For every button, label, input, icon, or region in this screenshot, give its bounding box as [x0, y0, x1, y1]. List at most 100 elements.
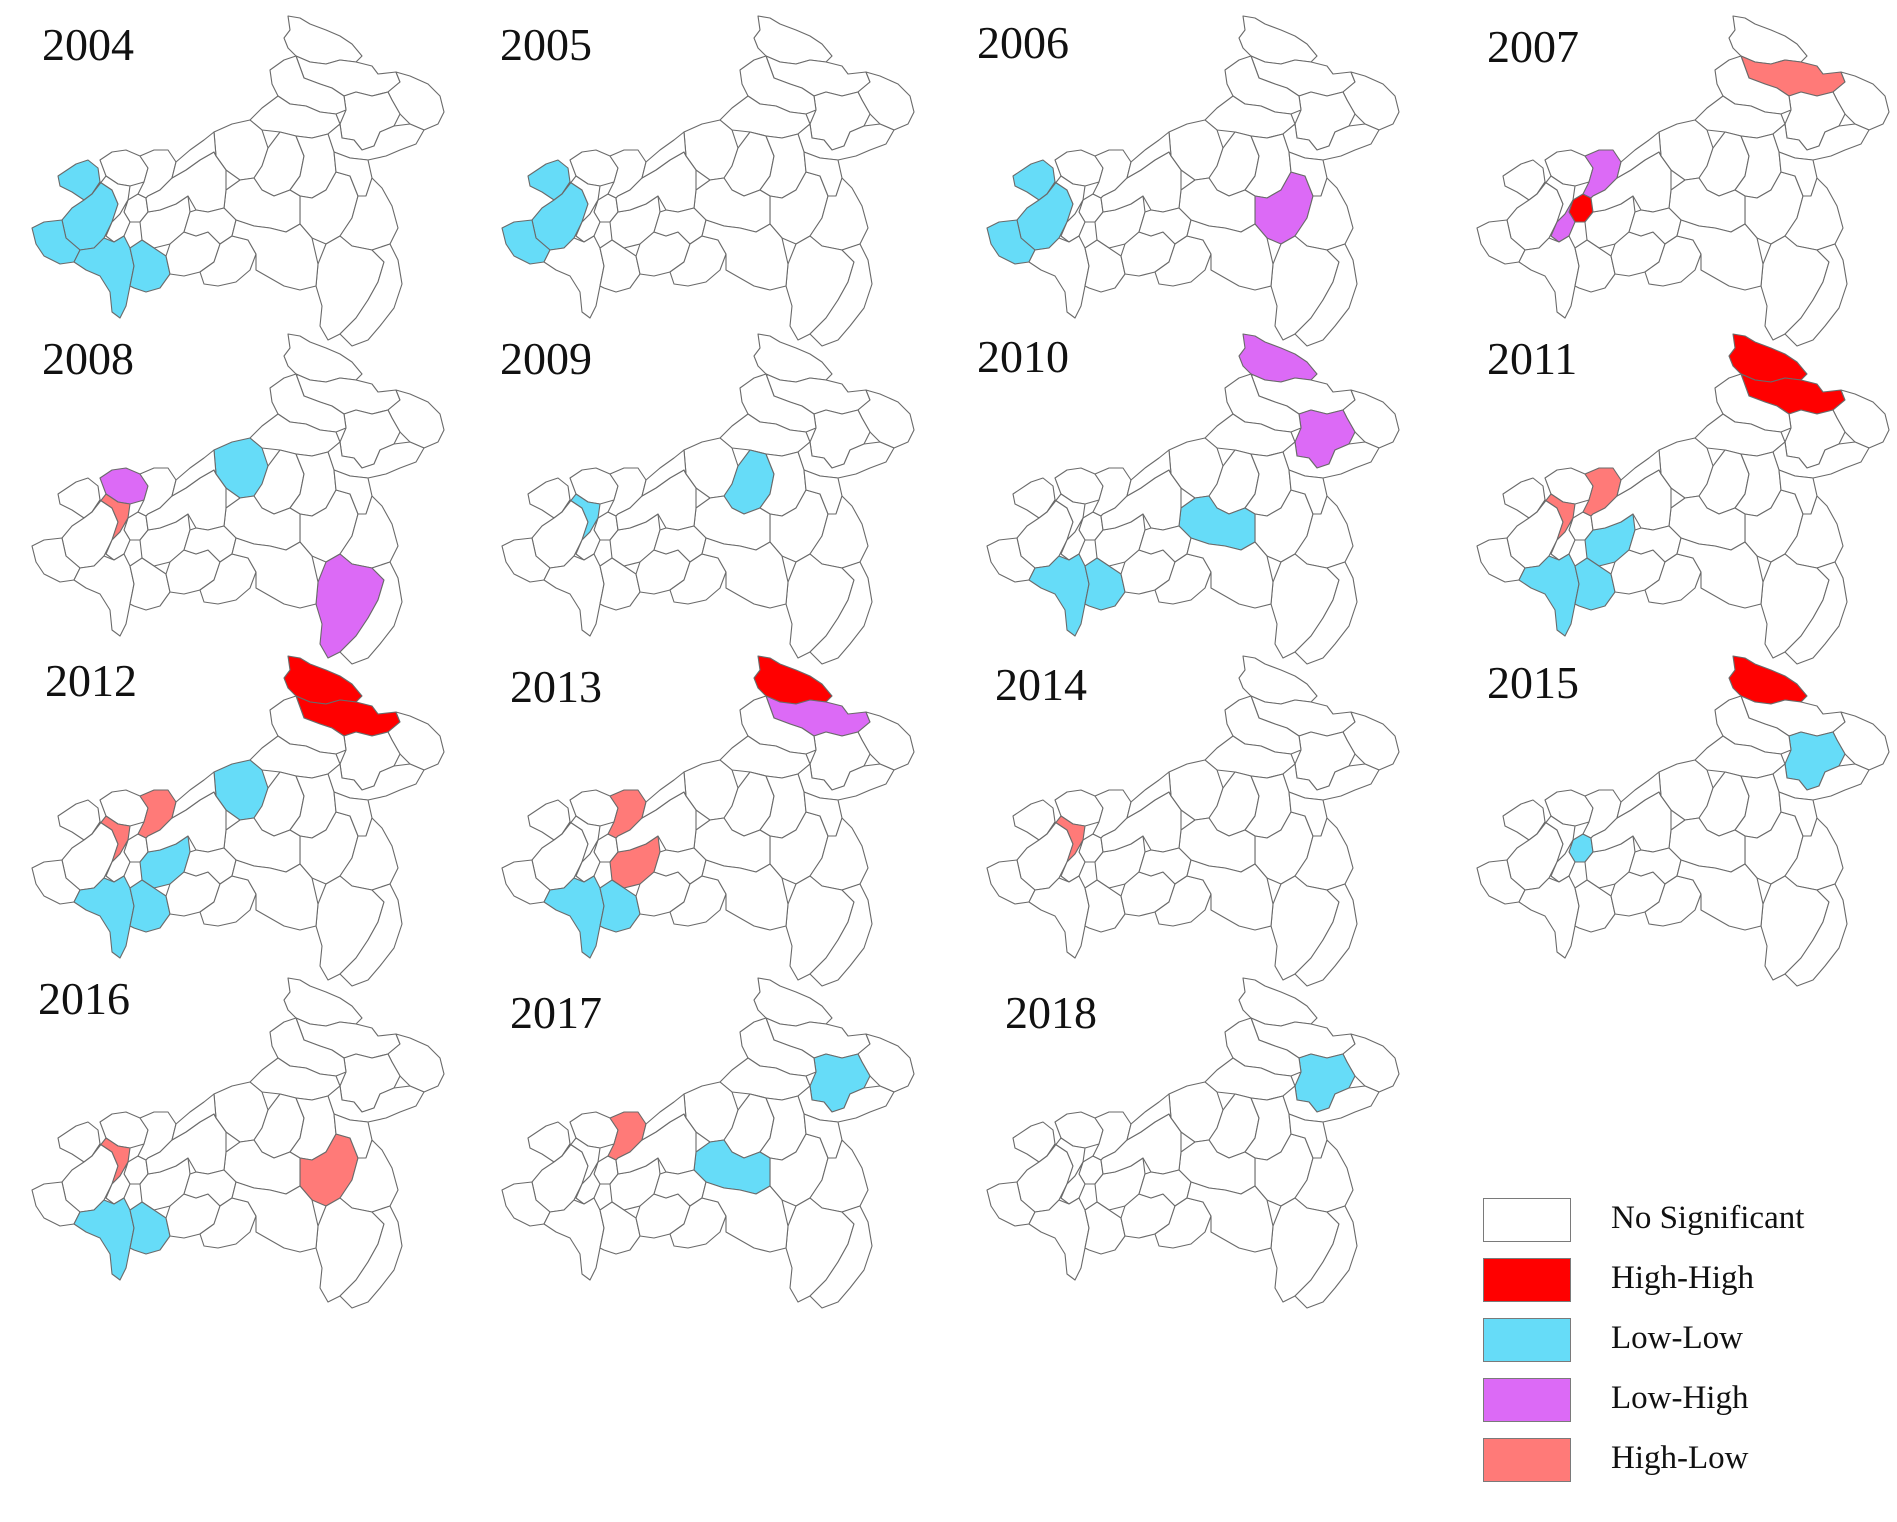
district-core-w: [105, 517, 131, 561]
district-s-central: [129, 879, 171, 933]
year-label: 2013: [510, 661, 602, 712]
legend-item-low-low: Low-Low: [1483, 1318, 1883, 1364]
district-s-tail: [543, 1197, 605, 1281]
year-label: 2018: [1005, 987, 1097, 1038]
year-label: 2004: [42, 19, 134, 70]
map-panel-2016: 2016: [0, 962, 470, 1342]
legend-label-low-high: Low-High: [1611, 1380, 1749, 1416]
district-se-b: [809, 1139, 869, 1213]
district-se-tail: [339, 1205, 403, 1309]
legend-swatch-low-low: [1483, 1318, 1571, 1362]
district-s-tail: [543, 235, 605, 319]
district-core-w: [1060, 839, 1086, 883]
map-panel-2010: 2010: [955, 318, 1425, 698]
district-se-b: [809, 817, 869, 891]
year-label: 2006: [977, 17, 1069, 68]
district-c-s3: [231, 1181, 319, 1253]
map-panel-2008: 2008: [0, 318, 470, 698]
chongqing-district-map: [986, 977, 1400, 1309]
map-panel-2012: 2012: [0, 640, 470, 1020]
district-n-link: [1616, 449, 1662, 497]
district-se-b: [1294, 817, 1354, 891]
district-se-b: [1784, 177, 1844, 251]
district-s-tail: [73, 235, 135, 319]
district-c-s3: [1186, 537, 1274, 609]
legend-swatch-low-high: [1483, 1378, 1571, 1422]
map-panel-2007: 2007: [1445, 0, 1897, 380]
district-se-tail: [339, 883, 403, 987]
district-s-central: [1574, 879, 1616, 933]
district-c-s3: [1186, 1181, 1274, 1253]
district-c-s3: [701, 537, 789, 609]
legend-item-low-high: Low-High: [1483, 1378, 1883, 1424]
district-n-link: [1616, 771, 1662, 819]
district-se-tail: [809, 243, 873, 347]
district-s-central: [1084, 557, 1126, 611]
year-label: 2009: [500, 333, 592, 384]
district-s-central: [599, 879, 641, 933]
chongqing-district-map: [31, 333, 445, 665]
district-c-s3: [701, 859, 789, 931]
district-s-tail: [543, 875, 605, 959]
district-se-tail: [339, 243, 403, 347]
district-c-s3: [1676, 537, 1764, 609]
district-core-w: [105, 839, 131, 883]
chongqing-district-map: [31, 977, 445, 1309]
map-panel-2014: 2014: [955, 640, 1425, 1020]
district-core-w: [105, 199, 131, 243]
year-label: 2010: [977, 331, 1069, 382]
map-panel-2005: 2005: [470, 0, 940, 380]
district-s-tail: [73, 875, 135, 959]
district-s-central: [1084, 239, 1126, 293]
district-se-tail: [1294, 883, 1358, 987]
district-core-w: [1550, 517, 1576, 561]
map-panel-2017: 2017: [470, 962, 940, 1342]
legend-swatch-no-significant: [1483, 1198, 1571, 1242]
legend-item-high-high: High-High: [1483, 1258, 1883, 1304]
legend-item-no-significant: No Significant: [1483, 1198, 1883, 1244]
legend-label-low-low: Low-Low: [1611, 1320, 1743, 1356]
chongqing-district-map: [986, 333, 1400, 665]
map-panel-2011: 2011: [1445, 318, 1897, 698]
district-n-link: [171, 131, 217, 179]
district-s-tail: [1518, 235, 1580, 319]
district-se-tail: [809, 883, 873, 987]
district-core-w: [1550, 839, 1576, 883]
district-s-tail: [543, 553, 605, 637]
district-c-s3: [1676, 859, 1764, 931]
district-se-tail: [809, 1205, 873, 1309]
district-s-tail: [1028, 553, 1090, 637]
district-n-link: [1126, 1093, 1172, 1141]
year-label: 2014: [995, 659, 1087, 710]
district-se-tail: [1784, 883, 1848, 987]
legend-swatch-high-high: [1483, 1258, 1571, 1302]
district-s-tail: [1518, 875, 1580, 959]
year-label: 2008: [42, 333, 134, 384]
district-c-s3: [231, 219, 319, 291]
district-se-b: [1784, 817, 1844, 891]
district-core-w: [575, 199, 601, 243]
year-label: 2017: [510, 987, 602, 1038]
district-s-tail: [1028, 875, 1090, 959]
district-s-tail: [73, 1197, 135, 1281]
legend-item-high-low: High-Low: [1483, 1438, 1883, 1484]
legend-label-high-high: High-High: [1611, 1260, 1754, 1296]
district-se-b: [1784, 495, 1844, 569]
chongqing-district-map: [501, 977, 915, 1309]
district-se-b: [809, 177, 869, 251]
district-core-w: [575, 839, 601, 883]
chongqing-district-map: [986, 15, 1400, 347]
year-label: 2015: [1487, 657, 1579, 708]
legend-label-high-low: High-Low: [1611, 1440, 1749, 1476]
district-s-central: [1574, 239, 1616, 293]
district-s-central: [1084, 1201, 1126, 1255]
district-se-tail: [339, 561, 403, 665]
district-n-link: [641, 131, 687, 179]
map-panel-2013: 2013: [470, 640, 940, 1020]
district-se-tail: [1294, 561, 1358, 665]
district-s-tail: [1028, 1197, 1090, 1281]
district-s-central: [1084, 879, 1126, 933]
year-label: 2016: [38, 973, 130, 1024]
district-core-w: [575, 517, 601, 561]
chongqing-district-map: [501, 15, 915, 347]
